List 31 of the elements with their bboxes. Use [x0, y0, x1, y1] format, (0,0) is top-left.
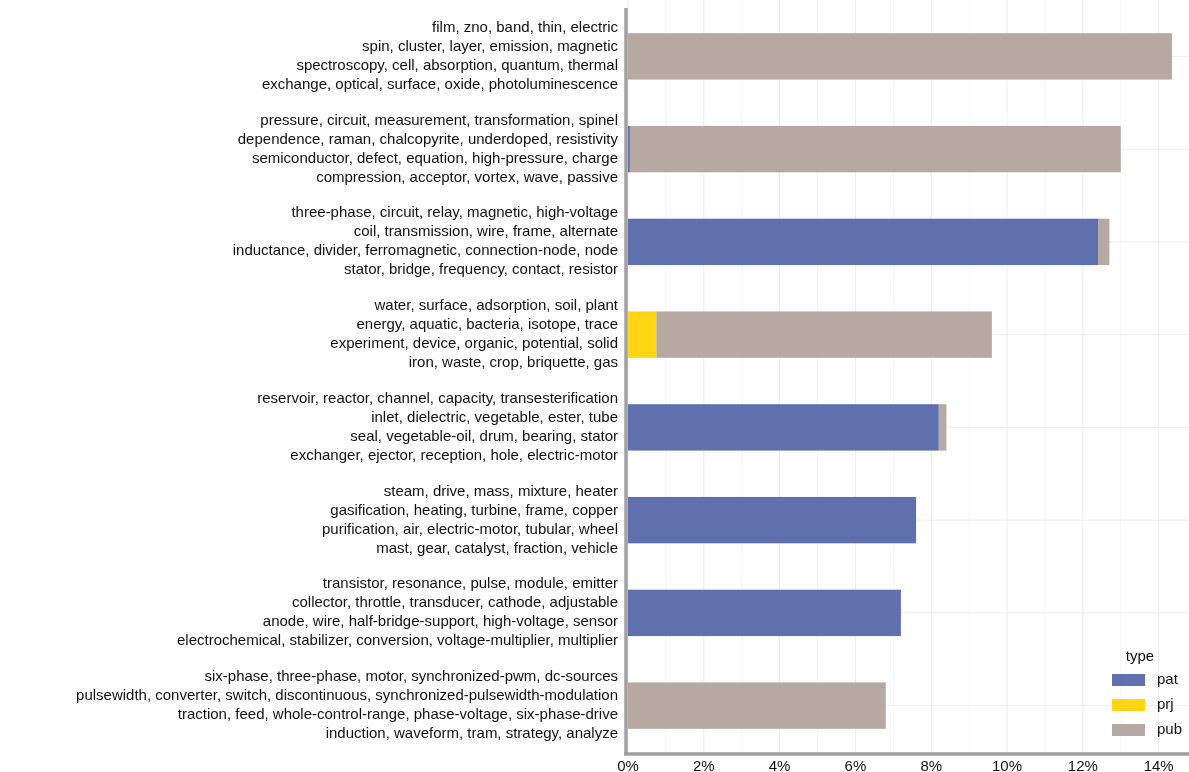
- y-tick-label: reservoir, reactor, channel, capacity, transesterification inlet, dielectric, vegetable, ester, tube seal, vegetable-oil, drum, bearing, stator exchanger, ejector, reception, hole, electric-motor: [257, 388, 618, 463]
- y-tick-label: pressure, circuit, measurement, transformation, spinel dependence, raman, chalcopyrite, underdoped, resistivity semiconductor, defect, equation, high-pressure, charge compression, acceptor, vortex, wave, passive: [237, 110, 619, 185]
- x-tick-label: 2%: [692, 757, 715, 772]
- bar: [938, 404, 947, 451]
- bar: [1098, 218, 1110, 266]
- legend-label: pat: [1157, 669, 1179, 687]
- y-tick-label: three-phase, circuit, relay, magnetic, high-voltage coil, transmission, wire, frame, alternate inductance, divider, ferromagnetic, connection-node, node stator, bridge, frequency, contact, resistor: [232, 203, 618, 278]
- x-tick-label: 10%: [992, 757, 1023, 772]
- y-tick-label: six-phase, three-phase, motor, synchronized-pwm, dc-sources pulsewidth, converter, switch, discontinuous, synchronized-pulsewidth-modulation traction, feed, whole-control-range, phase-voltage, six-phase-drive induction, waveform, tram, strategy, analyze: [76, 667, 618, 742]
- x-tick-label: 8%: [920, 757, 943, 772]
- x-tick-label: 6%: [844, 757, 867, 772]
- bar: [628, 33, 1172, 80]
- y-tick-label: film, zno, band, thin, electric spin, cluster, layer, emission, magnetic spectroscopy, cell, absorption, quantum, thermal exchange, optical, surface, oxide, photoluminescence: [261, 17, 619, 92]
- y-tick-label: water, surface, adsorption, soil, plant energy, aquatic, bacteria, isotope, trace experiment, device, organic, potential, solid iron, waste, crop, briquette, gas: [330, 296, 619, 371]
- bar: [656, 311, 992, 358]
- bar: [628, 218, 1099, 266]
- x-tick-label: 12%: [1067, 757, 1098, 772]
- y-tick-label: steam, drive, mass, mixture, heater gasification, heating, turbine, frame, copper purification, air, electric-motor, tubular, wheel mast, gear, catalyst, fraction, vehicle: [322, 481, 618, 556]
- y-tick-label: transistor, resonance, pulse, module, emitter collector, throttle, transducer, cathode, adjustable anode, wire, half-bridge-support, high-voltage, sensor electrochemical, stabilizer, conversion, voltage-multiplier, multiplier: [176, 574, 618, 649]
- x-tick-label: 0%: [617, 757, 639, 772]
- legend-label: prj: [1157, 694, 1174, 712]
- bar: [628, 404, 939, 451]
- x-tick-label: 14%: [1143, 757, 1174, 772]
- bar: [628, 589, 901, 637]
- bar: [628, 496, 917, 544]
- x-tick-label: 4%: [768, 757, 791, 772]
- bar: [628, 682, 886, 729]
- legend-label: pub: [1157, 719, 1183, 737]
- legend-title: type: [1125, 647, 1155, 664]
- bar: [628, 311, 657, 358]
- bar: [629, 125, 1121, 173]
